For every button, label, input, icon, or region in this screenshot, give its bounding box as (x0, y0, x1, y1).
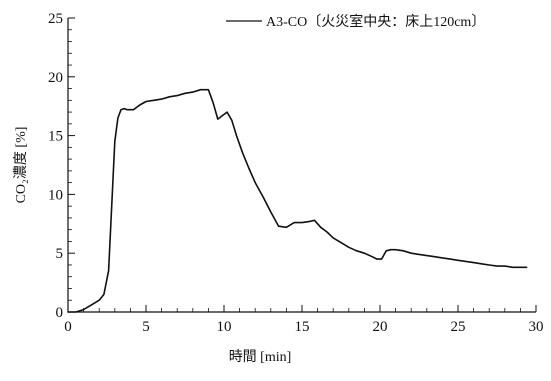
y-tick-label: 15 (48, 129, 63, 145)
y-tick-label: 25 (48, 11, 63, 27)
x-tick-label: 5 (142, 319, 150, 335)
legend-label: A3-CO〔火災室中央：床上120cm〕 (266, 13, 485, 30)
x-tick-label: 0 (64, 319, 72, 335)
x-tick-label: 10 (217, 319, 232, 335)
y-tick-label: 5 (56, 246, 64, 262)
x-axis-title: 時間 [min] (229, 349, 292, 365)
y-tick-label: 0 (56, 305, 64, 321)
axes (67, 18, 536, 313)
y-axis-title: CO₂濃度 [%] (13, 127, 29, 204)
ticks: 0 5 10 15 20 25 30 0 5 10 15 20 25 (48, 11, 544, 335)
x-tick-label: 30 (529, 319, 544, 335)
y-tick-label: 20 (48, 70, 63, 86)
x-tick-label: 15 (295, 319, 310, 335)
x-tick-label: 20 (373, 319, 388, 335)
series-line-0 (67, 88, 528, 313)
series-lines (67, 88, 528, 313)
legend: A3-CO〔火災室中央：床上120cm〕 (226, 13, 485, 30)
y-tick-label: 10 (48, 187, 63, 203)
x-tick-label: 25 (451, 319, 466, 335)
